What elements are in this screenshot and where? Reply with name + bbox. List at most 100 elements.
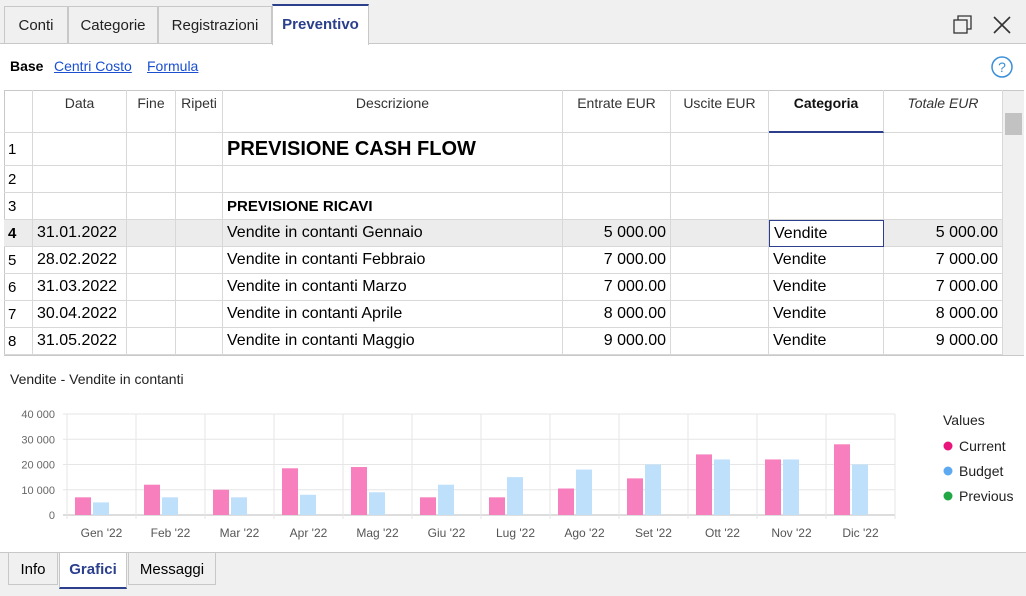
table-cell bbox=[127, 247, 176, 274]
bar bbox=[231, 497, 247, 515]
bar bbox=[351, 467, 367, 515]
subtab[interactable]: Centri Costo bbox=[54, 58, 132, 74]
table-cell: 5 000.00 bbox=[563, 220, 671, 247]
table-cell: 31.01.2022 bbox=[33, 220, 127, 247]
chart-title: Vendite - Vendite in contanti bbox=[10, 371, 184, 387]
table-cell: 8 bbox=[4, 328, 33, 355]
table-cell: Vendite in contanti Gennaio bbox=[223, 220, 563, 247]
legend-label: Current bbox=[959, 438, 1006, 454]
table-cell: 31.03.2022 bbox=[33, 274, 127, 301]
bar bbox=[489, 497, 505, 515]
x-tick-label: Lug '22 bbox=[496, 526, 535, 540]
bar bbox=[75, 497, 91, 515]
table-cell: 6 bbox=[4, 274, 33, 301]
table-cell bbox=[671, 301, 769, 328]
table-cell bbox=[884, 166, 1003, 193]
table-cell: 4 bbox=[4, 220, 33, 247]
table-cell bbox=[176, 220, 223, 247]
help-icon[interactable]: ? bbox=[990, 55, 1014, 79]
table-cell bbox=[127, 220, 176, 247]
bar bbox=[213, 489, 229, 515]
table-cell bbox=[127, 133, 176, 166]
table-cell: Vendite in contanti Febbraio bbox=[223, 247, 563, 274]
table-cell bbox=[176, 133, 223, 166]
table-cell: 7 000.00 bbox=[563, 274, 671, 301]
table-cell: 30.04.2022 bbox=[33, 301, 127, 328]
table-cell bbox=[127, 301, 176, 328]
y-tick-label: 40 000 bbox=[21, 409, 55, 421]
table-cell: 7 000.00 bbox=[884, 247, 1003, 274]
table-cell bbox=[176, 328, 223, 355]
bar bbox=[144, 484, 160, 515]
tab[interactable]: Preventivo bbox=[272, 4, 369, 45]
scrollbar bbox=[1003, 91, 1024, 355]
table-cell: 28.02.2022 bbox=[33, 247, 127, 274]
table-cell: 9 000.00 bbox=[884, 328, 1003, 355]
table-cell bbox=[127, 193, 176, 220]
chart: Vendite - Vendite in contanti 0 10 000 20 … bbox=[10, 371, 1013, 540]
column-header: Categoria bbox=[769, 90, 884, 133]
subtab[interactable]: Formula bbox=[147, 58, 199, 74]
column-header: Entrate EUR bbox=[563, 90, 671, 133]
bar bbox=[420, 497, 436, 515]
x-tick-label: Dic '22 bbox=[842, 526, 879, 540]
table-cell bbox=[176, 247, 223, 274]
bottom-tab[interactable]: Grafici bbox=[59, 553, 127, 589]
legend-dot bbox=[943, 491, 953, 501]
bar bbox=[300, 494, 316, 515]
table-cell: Vendite bbox=[769, 328, 884, 355]
legend-title: Values bbox=[943, 412, 985, 428]
bottom-tab[interactable]: Info bbox=[8, 553, 58, 585]
table-cell bbox=[769, 133, 884, 166]
table-cell: Vendite in contanti Aprile bbox=[223, 301, 563, 328]
bar bbox=[627, 478, 643, 515]
table-cell bbox=[176, 301, 223, 328]
legend-label: Previous bbox=[959, 488, 1013, 504]
legend-dot bbox=[943, 466, 953, 476]
table-cell bbox=[563, 193, 671, 220]
table-cell: PREVISIONE CASH FLOW bbox=[223, 133, 563, 166]
column-header: Data bbox=[33, 90, 127, 133]
tab[interactable]: Categorie bbox=[68, 6, 158, 43]
column-header: Descrizione bbox=[223, 90, 563, 133]
table-cell bbox=[127, 328, 176, 355]
bottom-tab[interactable]: Messaggi bbox=[128, 553, 216, 585]
table-cell bbox=[176, 166, 223, 193]
x-tick-label: Nov '22 bbox=[771, 526, 812, 540]
table-cell bbox=[127, 166, 176, 193]
x-tick-label: Gen '22 bbox=[81, 526, 123, 540]
table-cell: 8 000.00 bbox=[563, 301, 671, 328]
legend-label: Budget bbox=[959, 463, 1003, 479]
table-cell bbox=[884, 133, 1003, 166]
column-header: Ripeti bbox=[176, 90, 223, 133]
table-cell bbox=[223, 166, 563, 193]
table-cell: 31.05.2022 bbox=[33, 328, 127, 355]
column-header: Totale EUR bbox=[884, 90, 1003, 133]
table-cell: 7 000.00 bbox=[884, 274, 1003, 301]
y-tick-label: 20 000 bbox=[21, 460, 55, 472]
column-header: Uscite EUR bbox=[671, 90, 769, 133]
svg-text:?: ? bbox=[998, 59, 1006, 75]
x-tick-label: Apr '22 bbox=[290, 526, 328, 540]
tab[interactable]: Conti bbox=[4, 6, 68, 43]
table-cell: 1 bbox=[4, 133, 33, 166]
y-tick-label: 0 bbox=[49, 510, 55, 522]
table-cell: 9 000.00 bbox=[563, 328, 671, 355]
table-cell: PREVISIONE RICAVI bbox=[223, 193, 563, 220]
table-cell: Vendite bbox=[769, 301, 884, 328]
bar bbox=[783, 459, 799, 515]
table-cell bbox=[563, 166, 671, 193]
bar bbox=[282, 468, 298, 515]
tab[interactable]: Registrazioni bbox=[158, 6, 272, 43]
table-cell bbox=[671, 247, 769, 274]
x-tick-label: Feb '22 bbox=[151, 526, 191, 540]
bar bbox=[507, 477, 523, 515]
column-header bbox=[4, 90, 33, 133]
table-cell bbox=[33, 133, 127, 166]
x-tick-label: Giu '22 bbox=[428, 526, 466, 540]
table-cell bbox=[33, 166, 127, 193]
y-tick-label: 30 000 bbox=[21, 434, 55, 446]
subtab[interactable]: Base bbox=[10, 58, 44, 74]
bar bbox=[714, 459, 730, 515]
bar bbox=[162, 497, 178, 515]
